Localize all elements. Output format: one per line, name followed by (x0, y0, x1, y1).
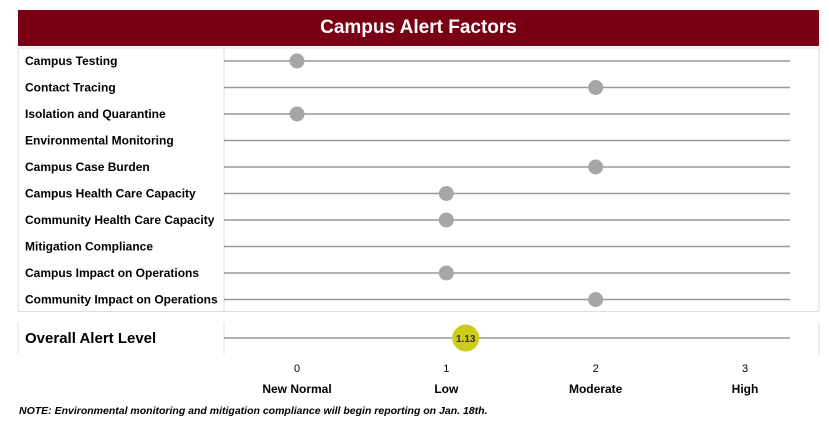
factor-dot[interactable] (438, 265, 454, 281)
factor-label: Community Impact on Operations (25, 293, 218, 307)
factor-label: Community Health Care Capacity (25, 213, 215, 227)
footnote: NOTE: Environmental monitoring and mitig… (19, 405, 488, 417)
factor-label: Isolation and Quarantine (25, 107, 166, 121)
alert-factors-chart: Campus Testing Contact Tracing Isolation a… (17, 47, 820, 396)
factor-dot[interactable] (588, 159, 604, 175)
overall-value-label: 1.13 (456, 334, 476, 345)
factor-dot[interactable] (438, 212, 454, 228)
factor-label: Contact Tracing (25, 81, 116, 95)
factor-label: Environmental Monitoring (25, 134, 174, 148)
chart-title: Campus Alert Factors (18, 10, 819, 46)
factor-dot[interactable] (588, 80, 604, 95)
factor-label: Campus Impact on Operations (25, 266, 199, 280)
factor-label: Campus Testing (25, 54, 117, 68)
overall-alert-label: Overall Alert Level (25, 330, 156, 347)
x-category-label: New Normal (262, 382, 331, 396)
factor-dot[interactable] (438, 186, 454, 201)
x-tick-label: 1 (443, 363, 449, 375)
factor-dot[interactable] (588, 292, 604, 307)
factor-label: Mitigation Compliance (25, 240, 153, 254)
factor-label: Campus Case Burden (25, 160, 150, 174)
overall-dot[interactable] (452, 324, 480, 352)
factor-dot[interactable] (289, 106, 305, 122)
x-tick-label: 3 (742, 363, 748, 375)
x-tick-label: 0 (294, 363, 300, 375)
x-category-label: Low (434, 382, 459, 396)
x-category-label: Moderate (569, 382, 623, 396)
factor-dot[interactable] (289, 53, 305, 69)
x-tick-label: 2 (593, 363, 599, 375)
x-category-label: High (732, 382, 759, 396)
factor-label: Campus Health Care Capacity (25, 187, 196, 201)
